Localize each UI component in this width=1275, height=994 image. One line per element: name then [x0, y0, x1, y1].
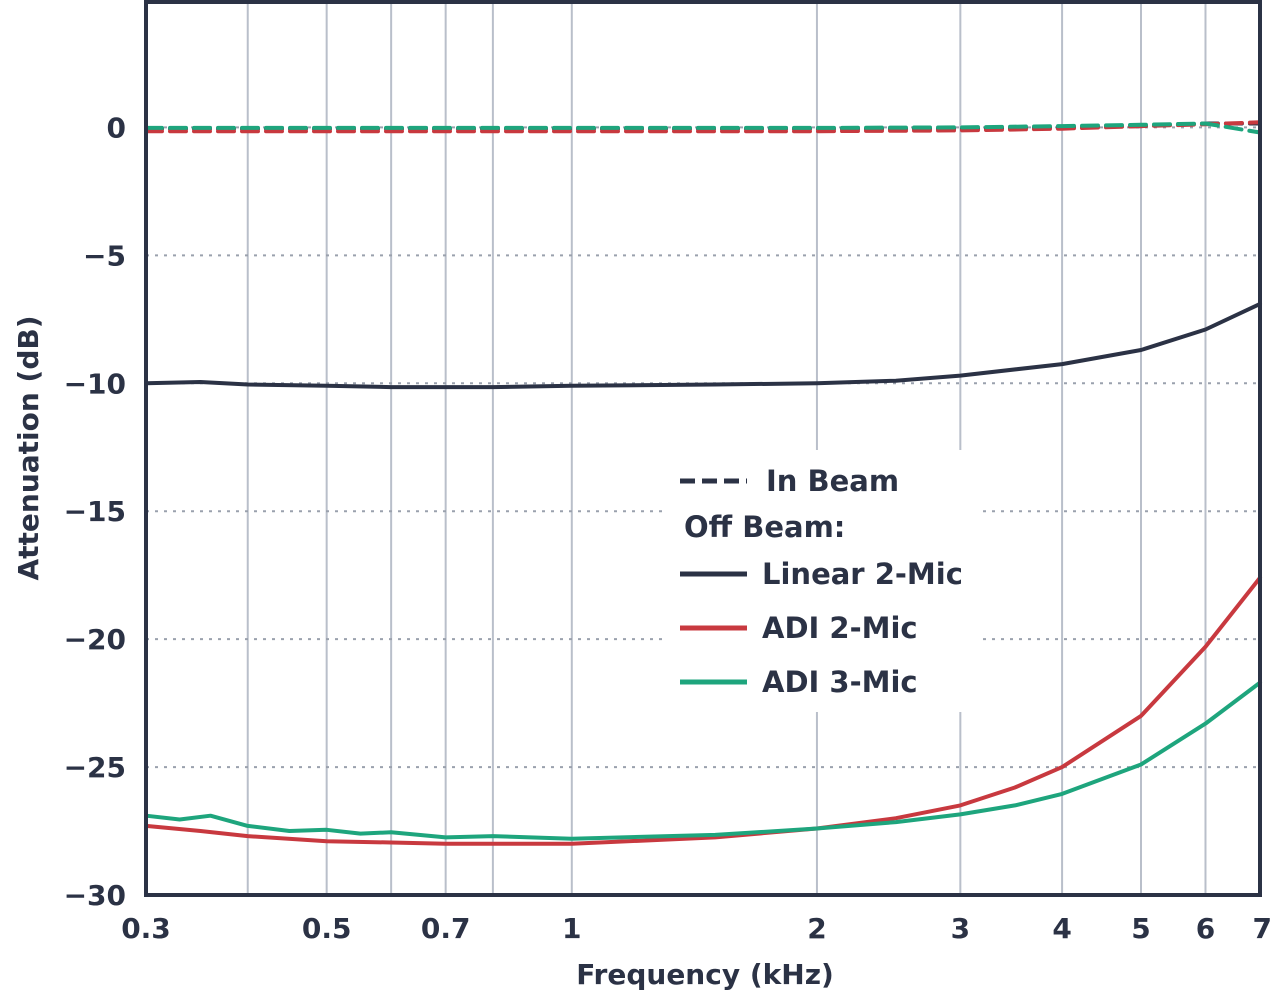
legend-label-linear-2-mic: Linear 2-Mic: [762, 557, 963, 591]
y-tick-label: −30: [64, 879, 126, 912]
series-line-in-beam-adi-2-mic: [144, 120, 1262, 134]
x-tick-label: 1: [562, 912, 581, 945]
series-layer: [144, 120, 1262, 846]
y-tick-labels: 0 −5 −10 −15 −20 −25 −30: [64, 111, 126, 912]
plot-frame: [144, 0, 1262, 897]
grid: [146, 2, 1260, 895]
x-tick-label: 4: [1052, 912, 1071, 945]
x-tick-label: 2: [807, 912, 826, 945]
x-tick-label: 3: [951, 912, 970, 945]
x-tick-label: 7: [1253, 912, 1272, 945]
x-axis-label: Frequency (kHz): [576, 958, 834, 991]
x-tick-label: 5: [1131, 912, 1150, 945]
series-line-off-beam-linear-2-mic: [144, 301, 1262, 390]
legend-background: [668, 450, 980, 712]
y-tick-label: 0: [107, 111, 126, 144]
legend-label-in-beam: In Beam: [766, 464, 899, 498]
x-tick-label: 0.5: [302, 912, 352, 945]
y-tick-label: −20: [64, 623, 126, 656]
y-tick-label: −5: [83, 239, 126, 272]
x-tick-labels: 0.3 0.5 0.7 1 2 3 4 5 6 7: [121, 912, 1272, 945]
x-tick-label: 0.7: [421, 912, 471, 945]
series-line-off-beam-adi-2-mic: [144, 575, 1262, 846]
legend-heading-off-beam: Off Beam:: [684, 510, 845, 544]
legend: In Beam Off Beam: Linear 2-Mic ADI 2-Mic…: [668, 450, 980, 712]
series-line-off-beam-adi-3-mic: [144, 680, 1262, 841]
legend-label-adi-3-mic: ADI 3-Mic: [762, 665, 918, 699]
y-tick-label: −10: [64, 367, 126, 400]
y-tick-label: −25: [64, 751, 126, 784]
x-tick-label: 0.3: [121, 912, 171, 945]
y-tick-label: −15: [64, 495, 126, 528]
x-tick-label: 6: [1196, 912, 1215, 945]
y-axis-label: Attenuation (dB): [12, 315, 45, 580]
legend-label-adi-2-mic: ADI 2-Mic: [762, 611, 918, 645]
series-line-in-beam-adi-3-mic: [144, 121, 1262, 135]
